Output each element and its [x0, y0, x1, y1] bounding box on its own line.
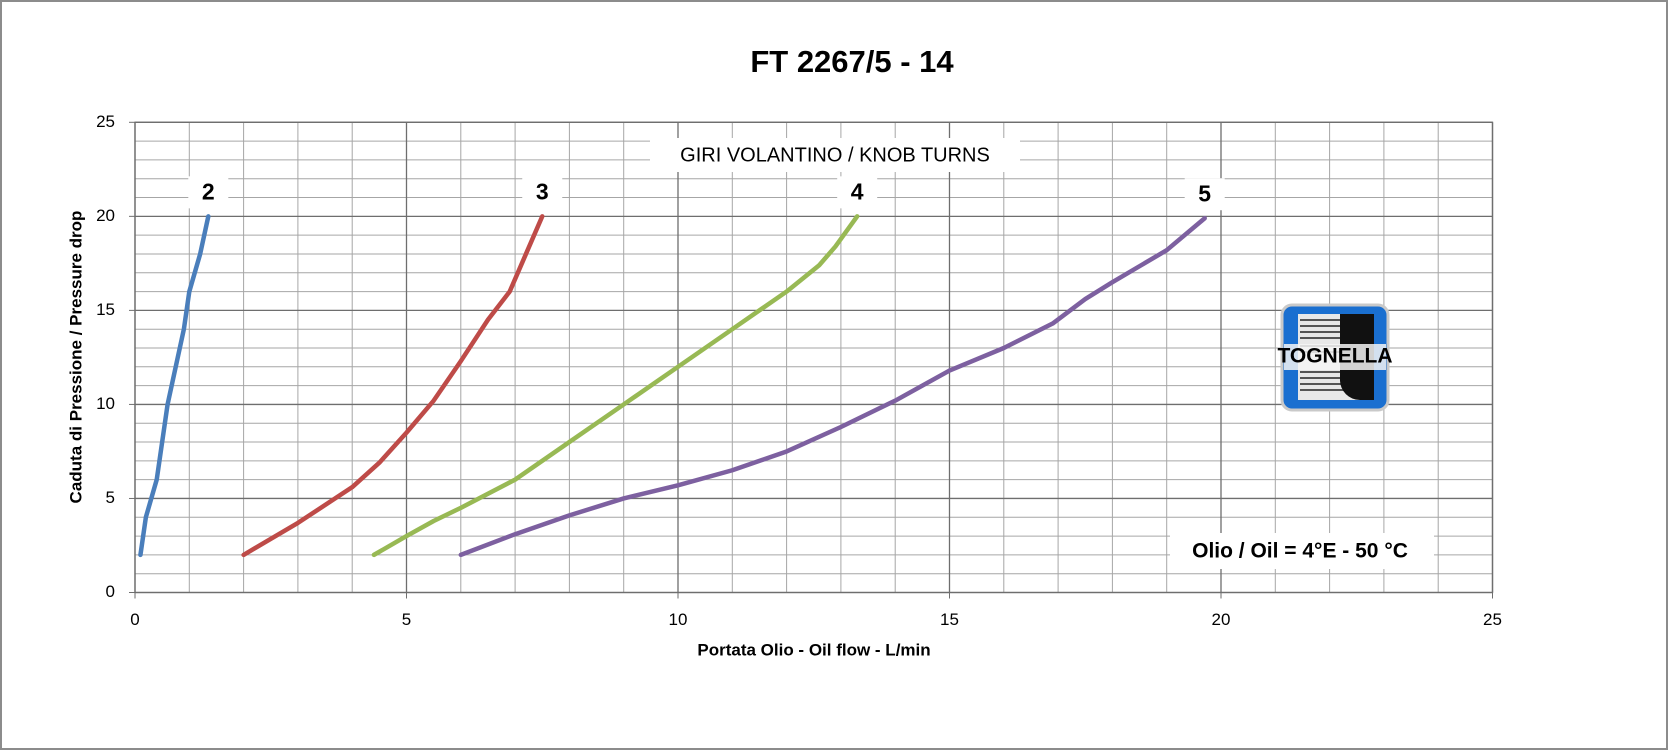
y-tick-label: 15 [96, 300, 115, 319]
x-tick-label: 25 [1483, 610, 1502, 629]
y-tick-label: 10 [96, 394, 115, 413]
series-label-box [1184, 178, 1225, 211]
y-tick-label: 25 [96, 112, 115, 131]
y-tick-label: 0 [106, 582, 115, 601]
series-label-box [188, 176, 229, 209]
note-box [1170, 533, 1434, 569]
y-axis-label: Caduta di Pressione / Pressure drop [66, 211, 85, 504]
series-label: 2 [202, 178, 215, 204]
logo: TOGNELLA [1277, 303, 1393, 412]
note: Olio / Oil = 4°E - 50 °C [1192, 540, 1408, 563]
series-label-box [522, 176, 563, 209]
x-tick-label: 15 [940, 610, 959, 629]
annotation: GIRI VOLANTINO / KNOB TURNS [680, 144, 990, 166]
y-tick-label: 20 [96, 206, 115, 225]
x-axis-label: Portata Olio - Oil flow - L/min [697, 640, 930, 659]
x-tick-label: 5 [402, 610, 411, 629]
logo-text: TOGNELLA [1277, 345, 1392, 368]
y-tick-label: 5 [106, 488, 115, 507]
annotation-box [650, 138, 1020, 172]
x-tick-label: 0 [130, 610, 139, 629]
line-series [371, 214, 860, 558]
logo-band [1284, 344, 1386, 370]
x-tick-label: 10 [669, 610, 688, 629]
plot-border [134, 121, 1494, 594]
series-labels: 2 3 4 5 [188, 176, 1225, 211]
series-label: 3 [536, 178, 549, 204]
series-label: 4 [851, 178, 864, 204]
line-series [138, 214, 211, 558]
series-label: 5 [1198, 180, 1211, 206]
chart-title: FT 2267/5 - 14 [750, 44, 954, 79]
plot [138, 214, 1207, 558]
series-label-box [837, 176, 878, 209]
line-series [458, 215, 1207, 558]
line-series [241, 214, 545, 558]
x-tick-label: 20 [1212, 610, 1231, 629]
